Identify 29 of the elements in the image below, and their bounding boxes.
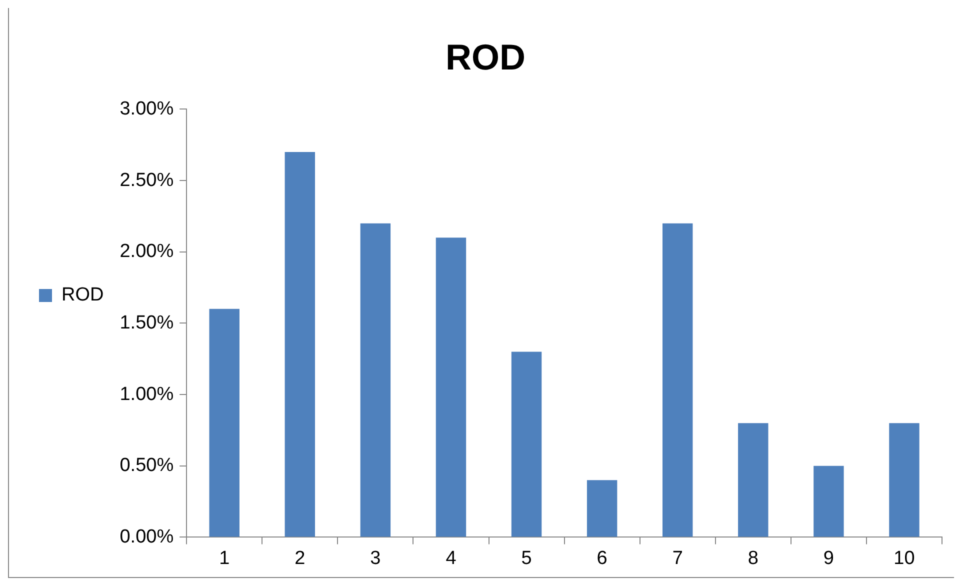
bar (662, 223, 693, 537)
bar (511, 352, 542, 537)
x-tick-label: 5 (521, 548, 532, 569)
x-tick-label: 10 (894, 548, 915, 569)
legend-label: ROD (62, 284, 104, 306)
y-tick-label: 2.50% (120, 170, 174, 191)
x-tick-label: 1 (219, 548, 230, 569)
x-tick-label: 2 (294, 548, 306, 569)
y-tick-label: 2.00% (120, 241, 174, 262)
bar (209, 308, 240, 537)
chart-title: ROD (446, 36, 526, 78)
y-tick-label: 3.00% (120, 98, 174, 120)
bar (360, 223, 391, 537)
bar (889, 423, 920, 537)
bar (284, 152, 316, 537)
bar (738, 423, 768, 537)
y-tick-label: 1.00% (120, 384, 174, 405)
x-tick-label: 7 (672, 548, 683, 569)
x-tick-label: 4 (446, 548, 457, 569)
x-tick-label: 8 (748, 548, 758, 569)
y-tick-label: 1.50% (120, 312, 174, 334)
x-tick-label: 9 (823, 548, 834, 569)
bar (814, 466, 844, 537)
x-tick-label: 3 (370, 548, 381, 569)
bar (436, 238, 466, 537)
y-tick-label: 0.50% (120, 455, 174, 476)
bar (586, 480, 618, 537)
x-tick-label: 6 (596, 548, 608, 569)
y-tick-label: 0.00% (120, 526, 174, 548)
